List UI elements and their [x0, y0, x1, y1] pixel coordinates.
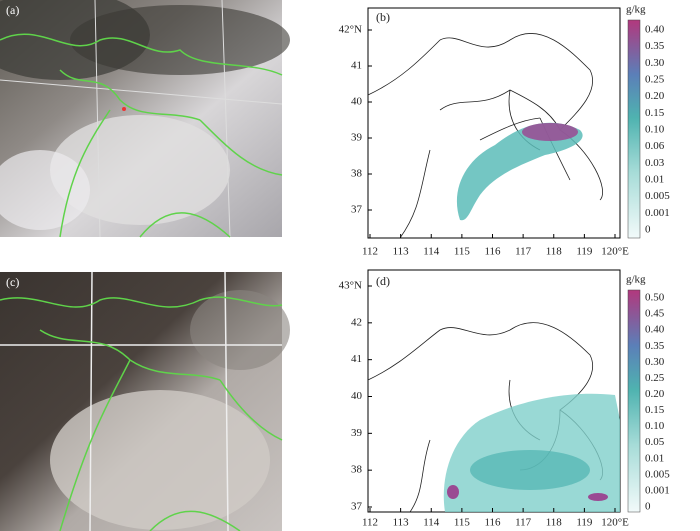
colorbar-label: 0.01 — [645, 174, 664, 186]
x-tick-label: 117 — [515, 246, 532, 258]
x-tick-label: 119 — [576, 517, 593, 529]
cloud-water-field — [456, 122, 583, 221]
colorbar-label: 0.005 — [645, 190, 670, 202]
colorbar-label: 0.30 — [645, 57, 665, 69]
panel-label: (b) — [376, 10, 390, 24]
colorbar-label: 0.20 — [645, 90, 665, 102]
x-tick-label: 113 — [393, 246, 410, 258]
dark-area — [70, 5, 290, 75]
y-tick-label: 42°N — [339, 24, 362, 36]
y-tick-label: 40 — [351, 96, 363, 108]
colorbar-label: 0.01 — [645, 452, 664, 464]
colorbar-label: 0.001 — [645, 484, 670, 496]
panel-label: (c) — [6, 275, 19, 289]
colorbar-label: 0.40 — [645, 324, 665, 336]
boundaries — [367, 322, 603, 513]
x-tick-label: 113 — [393, 517, 410, 529]
boundaries — [367, 33, 603, 239]
graticule — [0, 271, 282, 531]
panel-b: g/kg (b) — [367, 4, 646, 239]
panel-label: (d) — [376, 274, 390, 288]
colorbar-label: 0.005 — [645, 468, 670, 480]
colorbar — [627, 289, 641, 513]
y-tick-label: 37 — [351, 204, 363, 216]
x-tick-label: 120°E — [601, 246, 629, 258]
cloud-water-max — [588, 493, 608, 501]
fog — [50, 115, 230, 225]
colorbar-label: 0.03 — [645, 157, 665, 169]
colorbar — [627, 19, 641, 239]
map-frame — [367, 7, 621, 239]
boundaries — [0, 33, 283, 238]
colorbar-label: 0.15 — [645, 107, 665, 119]
cloud — [190, 290, 290, 370]
colorbar-label: 0.40 — [645, 24, 665, 36]
colorbar-unit: g/kg — [626, 4, 646, 16]
colorbar-label: 0.06 — [645, 140, 665, 152]
panel-c: (c) — [0, 271, 290, 531]
cloud-water-max — [522, 123, 578, 141]
y-tick-label: 39 — [351, 427, 363, 439]
colorbar-label: 0.20 — [645, 388, 665, 400]
x-tick-label: 114 — [423, 517, 440, 529]
x-tick-label: 118 — [546, 517, 563, 529]
colorbar-label: 0.45 — [645, 308, 665, 320]
panel-a: (a) — [0, 0, 290, 238]
y-tick-label: 39 — [351, 132, 363, 144]
y-tick-label: 38 — [351, 168, 363, 180]
colorbar-label: 0.05 — [645, 436, 665, 448]
y-tick-label: 41 — [351, 353, 362, 365]
panel-label: (a) — [6, 3, 19, 17]
colorbar-label: 0.10 — [645, 420, 665, 432]
marker — [122, 107, 126, 111]
colorbar-label: 0 — [645, 224, 651, 236]
cloud-water-core — [470, 450, 590, 490]
x-tick-label: 116 — [484, 246, 501, 258]
y-tick-label: 37 — [351, 501, 363, 513]
x-tick-label: 112 — [362, 517, 378, 529]
y-tick-label: 42 — [351, 316, 362, 328]
x-tick-label: 115 — [454, 517, 471, 529]
y-tick-label: 40 — [351, 390, 363, 402]
x-tick-label: 115 — [454, 246, 471, 258]
x-tick-label: 118 — [546, 246, 563, 258]
colorbar-label: 0.35 — [645, 340, 665, 352]
graticule — [0, 0, 283, 238]
x-tick-label: 112 — [362, 246, 378, 258]
colorbar-label: 0.25 — [645, 372, 665, 384]
colorbar-label: 0.10 — [645, 124, 665, 136]
colorbar-label: 0.001 — [645, 207, 670, 219]
colorbar-label: 0.50 — [645, 292, 665, 304]
y-tick-label: 43°N — [339, 280, 362, 292]
boundaries — [0, 296, 283, 531]
fog — [50, 390, 270, 530]
colorbar-label: 0.25 — [645, 74, 665, 86]
colorbar-label: 0 — [645, 501, 651, 513]
y-tick-label: 38 — [351, 464, 363, 476]
cloud-water-max — [447, 485, 459, 499]
x-tick-label: 120°E — [601, 517, 629, 529]
x-tick-label: 114 — [423, 246, 440, 258]
cloud — [0, 150, 90, 230]
y-tick-label: 41 — [351, 60, 362, 72]
x-tick-label: 119 — [576, 246, 593, 258]
panel-d: g/kg (d) — [367, 269, 646, 513]
colorbar-label: 0.15 — [645, 404, 665, 416]
colorbar-unit: g/kg — [626, 274, 646, 286]
x-tick-label: 117 — [515, 517, 532, 529]
x-tick-label: 116 — [484, 517, 501, 529]
colorbar-label: 0.30 — [645, 356, 665, 368]
colorbar-label: 0.35 — [645, 40, 665, 52]
